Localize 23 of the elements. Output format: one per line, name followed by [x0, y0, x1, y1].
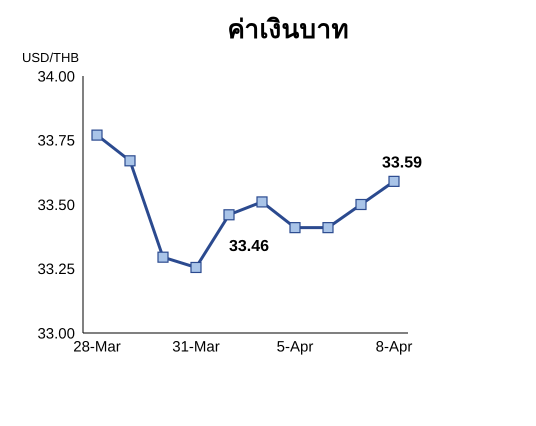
- y-tick-label: 33.00: [37, 325, 75, 342]
- point: [124, 155, 136, 166]
- point: [223, 209, 235, 220]
- point: [322, 222, 334, 234]
- data-label: 33.59: [382, 154, 422, 172]
- point: [91, 130, 103, 141]
- point: [157, 252, 169, 263]
- point: [256, 196, 268, 208]
- y-tick-label: 33.75: [37, 132, 75, 150]
- point: [190, 262, 202, 274]
- point: [388, 176, 400, 187]
- x-tick-label: 8-Apr: [376, 338, 412, 356]
- point: [289, 222, 301, 234]
- point: [355, 198, 367, 210]
- y-tick-label: 34.00: [37, 68, 75, 86]
- chart-title: ค่าเงินบาท: [226, 13, 350, 46]
- data-label: 33.46: [228, 238, 270, 255]
- y-tick-label: 33.25: [37, 261, 75, 278]
- x-tick-label: 5-Apr: [276, 338, 314, 356]
- y-tick-label: 33.50: [37, 196, 75, 214]
- y-axis-title: USD/THB: [22, 50, 80, 65]
- x-tick-label: 28-Mar: [73, 338, 121, 356]
- x-tick-label: 31-Mar: [172, 338, 220, 356]
